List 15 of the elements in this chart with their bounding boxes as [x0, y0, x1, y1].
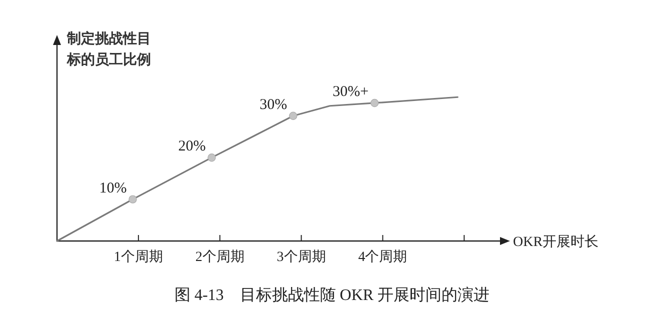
- point: [289, 112, 298, 120]
- point: [208, 153, 216, 162]
- point: [370, 98, 379, 108]
- point: [128, 195, 137, 204]
- x-axis-title: OKR开展时长: [513, 234, 599, 250]
- data-label: 20%: [178, 138, 206, 155]
- x-tick-label: 3个周期: [276, 249, 326, 265]
- x-tick-label: 4个周期: [358, 249, 408, 265]
- x-tick-label: 1个周期: [114, 249, 163, 265]
- x-tick-label: 2个周期: [195, 249, 244, 265]
- data-label: 10%: [99, 180, 127, 196]
- y-axis-title: 制定挑战性目标的员工比例: [66, 30, 151, 68]
- annotation: 30%+: [332, 84, 369, 100]
- data-label: 30%: [260, 96, 288, 113]
- text: 图 4-13 目标挑战性随 OKR 开展时间的演进: [174, 286, 490, 304]
